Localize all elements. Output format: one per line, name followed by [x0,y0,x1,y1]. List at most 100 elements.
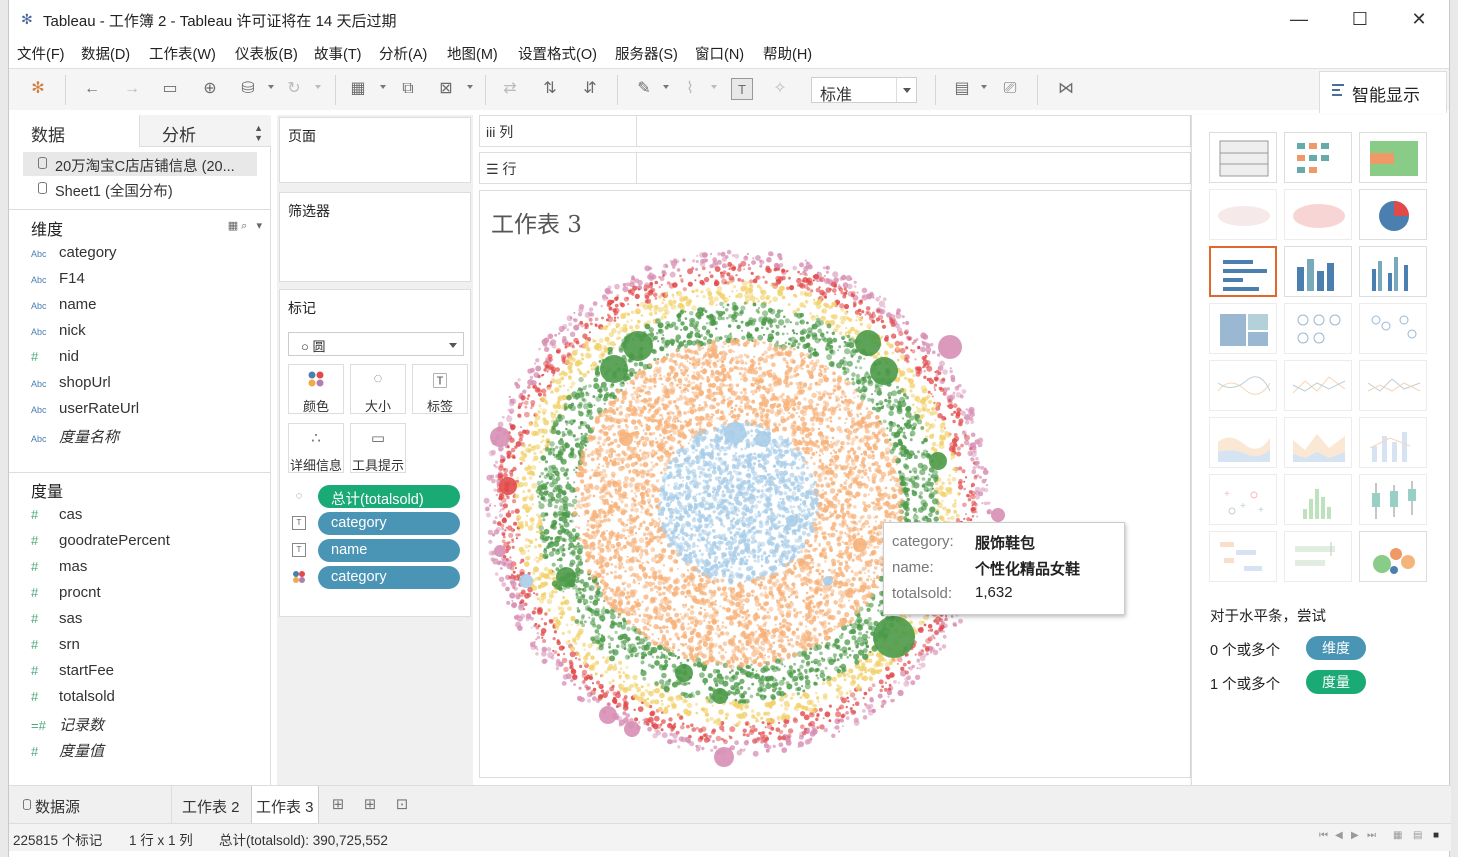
bubble [654,699,660,705]
menu-map[interactable]: 地图(M) [447,47,498,63]
field-度量值[interactable]: # 度量值 [31,740,104,764]
field-totalsold[interactable]: # totalsold [31,688,115,712]
sort-descending-icon[interactable]: ⇵ [583,80,597,97]
field-category[interactable]: Abc category [31,244,117,268]
field-cas[interactable]: # cas [31,506,82,530]
minimize-button[interactable]: — [1290,9,1308,29]
menu-dashboard[interactable]: 仪表板(B) [235,47,298,63]
redo-icon[interactable]: → [124,80,140,97]
pause-updates-icon[interactable]: ⛁ [241,80,255,97]
maximize-button[interactable]: ☐ [1351,9,1369,29]
datasource-item[interactable]: 20万淘宝C店店铺信息 (20... [23,152,257,176]
pill-category[interactable]: category [318,512,460,535]
label-button[interactable]: 🅃 标签 [412,364,468,414]
bubble [501,497,507,503]
mark-type-dropdown[interactable]: ○ 圆 [288,332,464,356]
detail-button[interactable]: ∴ 详细信息 [288,423,344,473]
pill-totalsold[interactable]: 总计(totalsold) [318,485,460,508]
fix-axes-icon[interactable]: ✧ [773,80,787,97]
field-procnt[interactable]: # procnt [31,584,101,608]
field-sas[interactable]: # sas [31,610,82,634]
field-srn[interactable]: # srn [31,636,80,660]
pill-name[interactable]: name [318,539,460,562]
menu-file[interactable]: 文件(F) [17,47,65,63]
dimensions-tools[interactable]: ▦ ⌕ ▾ [227,220,262,232]
chevron-down-icon[interactable] [663,85,669,89]
share-icon[interactable]: ⋈ [1058,80,1074,97]
bubble [976,515,979,518]
chevron-down-icon[interactable] [268,85,274,89]
rows-shelf[interactable]: ☰ 行 [479,152,1191,184]
bubble [536,513,539,517]
save-icon[interactable]: ▭ [162,80,178,97]
field-nid[interactable]: # nid [31,348,79,372]
chevron-down-icon[interactable] [711,85,717,89]
bubble [945,431,951,438]
menu-window[interactable]: 窗口(N) [695,47,745,63]
filters-card[interactable]: 筛选器 [279,192,471,282]
chevron-down-icon[interactable] [467,85,473,89]
bubble [541,338,548,345]
refresh-icon[interactable]: ↻ [287,80,301,97]
new-datasource-icon[interactable]: ⊕ [203,80,217,97]
field-shopUrl[interactable]: Abc shopUrl [31,374,111,398]
datasource-item[interactable]: Sheet1 (全国分布) [23,177,257,201]
pill-row-color[interactable]: category [288,566,464,590]
chevron-down-icon[interactable] [981,85,987,89]
field-nick[interactable]: Abc nick [31,322,86,346]
bubble [577,587,581,591]
size-button[interactable]: ◌ 大小 [350,364,406,414]
menu-help[interactable]: 帮助(H) [763,47,813,63]
bubble [972,461,976,465]
chevron-down-icon[interactable] [896,78,916,102]
field-startFee[interactable]: # startFee [31,662,114,686]
packed-bubble-chart[interactable] [480,191,1191,778]
chevron-down-icon[interactable]: ▲ ▼ [254,123,263,143]
new-worksheet-icon[interactable]: ▦ [350,80,366,97]
field-goodratePercent[interactable]: # goodratePercent [31,532,170,556]
menu-server[interactable]: 服务器(S) [615,47,678,63]
field-userRateUrl[interactable]: Abc userRateUrl [31,400,139,424]
menu-worksheet[interactable]: 工作表(W) [149,47,216,63]
field-name[interactable]: Abc name [31,296,97,320]
swap-rows-columns-icon[interactable]: ⇄ [503,80,517,97]
undo-icon[interactable]: ← [84,80,100,97]
close-button[interactable]: ✕ [1411,9,1427,29]
field-记录数[interactable]: =# 记录数 [31,714,104,738]
show-cards-icon[interactable]: ▤ [954,80,970,97]
clear-sheet-icon[interactable]: ⊠ [439,80,453,97]
tab-data[interactable]: 数据 [9,115,139,147]
numeric-type-icon: # [31,349,39,364]
tableau-home-icon[interactable]: ✻ [31,80,45,97]
bubble [533,545,538,549]
menu-format[interactable]: 设置格式(O) [518,47,597,63]
field-mas[interactable]: # mas [31,558,87,582]
field-F14[interactable]: Abc F14 [31,270,85,294]
menu-data[interactable]: 数据(D) [81,47,131,63]
group-members-icon[interactable]: ⌇ [686,80,694,97]
highlight-icon[interactable]: ✎ [637,80,651,97]
bubble [946,489,949,492]
fit-dropdown[interactable]: 标准 [811,77,917,104]
menu-story[interactable]: 故事(T) [314,47,362,63]
tooltip-button[interactable]: ▭ 工具提示 [350,423,406,473]
color-button[interactable]: 颜色 [288,364,344,414]
show-me-tab[interactable]: 智能显示 [1319,71,1447,113]
presentation-mode-icon[interactable]: ⎚ [1003,80,1017,97]
chevron-down-icon[interactable] [315,85,321,89]
field-度量名称[interactable]: Abc 度量名称 [31,426,119,450]
worksheet-view[interactable]: 工作表 3 category: 服饰鞋包 name: 个性化精品女鞋 total… [479,190,1191,778]
pill-row-label[interactable]: T name [288,539,464,563]
pill-row-label[interactable]: T category [288,512,464,536]
bubble [971,514,975,518]
chevron-down-icon[interactable] [380,85,386,89]
pages-card[interactable]: 页面 [279,117,471,183]
tab-analysis[interactable]: 分析 ▲ ▼ [139,115,271,147]
menu-analysis[interactable]: 分析(A) [379,47,428,63]
pill-row-size[interactable]: ◌ 总计(totalsold) [288,485,464,509]
pill-category-color[interactable]: category [318,566,460,589]
show-mark-labels-icon[interactable]: T [731,78,753,100]
sort-ascending-icon[interactable]: ⇅ [543,80,557,97]
duplicate-sheet-icon[interactable]: ⧉ [402,80,414,97]
columns-shelf[interactable]: iii 列 [479,115,1191,147]
